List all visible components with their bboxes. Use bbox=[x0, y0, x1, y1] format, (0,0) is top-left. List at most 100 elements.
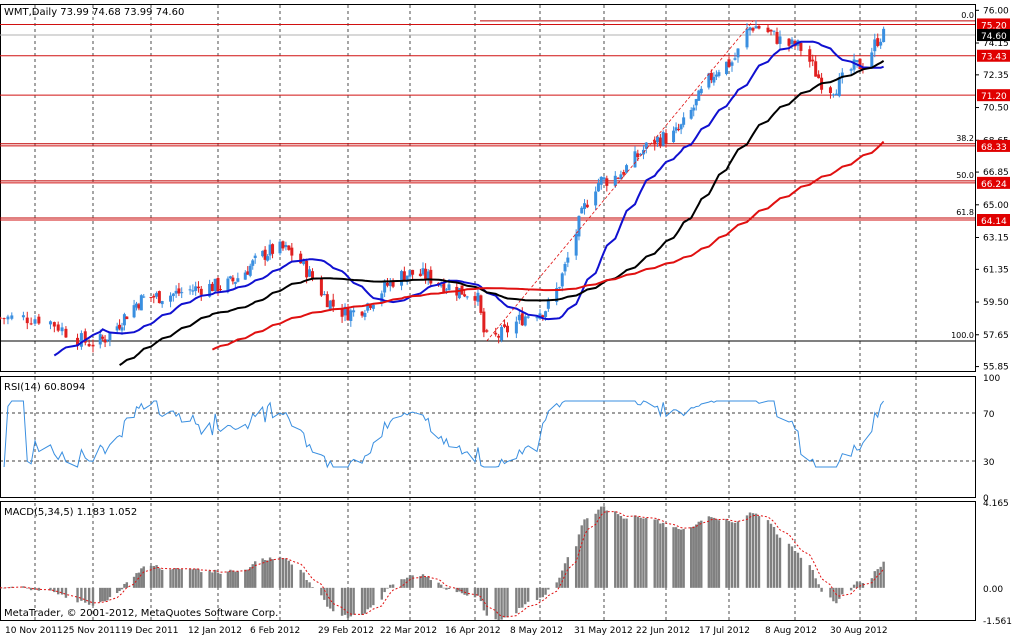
macd-bar bbox=[106, 587, 109, 601]
candle-body bbox=[0, 317, 2, 319]
macd-bar bbox=[160, 569, 164, 588]
price-tick-label: 74.15 bbox=[983, 39, 1009, 49]
candle-body bbox=[778, 36, 782, 44]
macd-bar bbox=[625, 518, 628, 588]
macd-bar bbox=[172, 568, 175, 588]
macd-bar bbox=[389, 584, 392, 588]
macd-bar bbox=[60, 587, 64, 595]
candle-body bbox=[679, 124, 683, 130]
candle-body bbox=[180, 292, 184, 294]
macd-bar bbox=[583, 519, 586, 588]
candle-body bbox=[391, 280, 395, 287]
candle-body bbox=[500, 326, 504, 341]
candle-body bbox=[226, 278, 230, 291]
price-tick-label: 65.00 bbox=[983, 201, 1009, 211]
macd-bar bbox=[838, 587, 841, 599]
rsi-tick-label: 0 bbox=[983, 494, 989, 504]
macd-bar bbox=[494, 587, 497, 620]
candle-body bbox=[160, 301, 164, 305]
macd-bar bbox=[633, 515, 637, 588]
price-tick-label: 66.85 bbox=[983, 168, 1009, 178]
macd-bar bbox=[108, 587, 112, 598]
macd-bar bbox=[261, 558, 264, 588]
candle-body bbox=[101, 336, 105, 339]
macd-bar bbox=[757, 516, 761, 588]
macd-bar bbox=[308, 582, 311, 588]
macd-bar bbox=[329, 587, 332, 609]
macd-bar bbox=[754, 513, 758, 588]
macd-bar bbox=[639, 517, 642, 588]
macd-bar bbox=[506, 587, 509, 618]
candle-body bbox=[424, 268, 428, 280]
macd-bar bbox=[284, 558, 288, 588]
macd-bar bbox=[251, 564, 254, 588]
macd-bar bbox=[879, 566, 882, 588]
candle-body bbox=[787, 38, 791, 46]
x-tick-label: 10 Nov 2011 bbox=[5, 626, 63, 636]
macd-bar bbox=[249, 567, 252, 588]
candle-body bbox=[405, 275, 409, 283]
candle-body bbox=[208, 284, 212, 297]
x-tick-label: 25 Nov 2011 bbox=[63, 626, 121, 636]
macd-bar bbox=[614, 511, 617, 588]
candle-body bbox=[137, 304, 141, 309]
candle-body bbox=[408, 270, 412, 277]
macd-bar bbox=[515, 587, 518, 614]
macd-bar bbox=[692, 526, 695, 588]
macd-bar bbox=[473, 587, 477, 598]
candle-body bbox=[775, 31, 779, 44]
price-tag bbox=[977, 176, 1010, 189]
macd-bar bbox=[91, 587, 95, 606]
candle-body bbox=[514, 321, 518, 334]
macd-bar bbox=[442, 587, 445, 589]
candle-body bbox=[439, 284, 443, 287]
macd-bar bbox=[524, 587, 527, 605]
x-tick-label: 17 Jul 2012 bbox=[699, 626, 750, 636]
candle-body bbox=[465, 296, 469, 298]
candle-body bbox=[188, 289, 192, 291]
macd-bar bbox=[437, 582, 440, 588]
candle-body bbox=[473, 296, 477, 301]
macd-bar bbox=[57, 587, 60, 595]
macd-bar bbox=[118, 587, 121, 592]
macd-bar bbox=[811, 569, 814, 588]
macd-bar bbox=[656, 519, 659, 588]
macd-bar bbox=[80, 587, 83, 601]
candle-body bbox=[790, 39, 794, 45]
candle-body bbox=[421, 268, 425, 275]
candle-body bbox=[402, 271, 406, 281]
macd-bar bbox=[677, 529, 680, 588]
candle-body bbox=[349, 310, 353, 321]
candle-body bbox=[411, 269, 415, 275]
macd-bar bbox=[229, 569, 232, 588]
candle-body bbox=[566, 257, 570, 263]
current-price-label: 74.60 bbox=[981, 32, 1007, 42]
candle-body bbox=[442, 282, 446, 292]
candle-body bbox=[485, 330, 489, 332]
macd-bar bbox=[817, 584, 820, 588]
macd-bar bbox=[10, 586, 13, 588]
candle-body bbox=[311, 271, 315, 280]
macd-bar bbox=[605, 510, 609, 588]
macd-bar bbox=[132, 576, 136, 588]
price-tag-label: 71.20 bbox=[981, 92, 1007, 102]
macd-bar bbox=[391, 584, 395, 588]
candle-body bbox=[444, 289, 448, 291]
candle-body bbox=[122, 314, 126, 326]
candle-body bbox=[60, 327, 64, 332]
macd-bar bbox=[682, 528, 685, 588]
candle-body bbox=[814, 61, 818, 77]
candle-body bbox=[574, 233, 578, 256]
macd-bar bbox=[234, 571, 237, 588]
candle-body bbox=[278, 241, 282, 254]
candle-body bbox=[633, 151, 637, 168]
macd-bar bbox=[236, 571, 240, 588]
macd-bar bbox=[751, 513, 755, 588]
macd-bar bbox=[544, 587, 547, 595]
candle-body bbox=[48, 321, 52, 325]
macd-panel-frame bbox=[0, 501, 976, 621]
x-tick-label: 6 Feb 2012 bbox=[250, 626, 300, 636]
macd-bar bbox=[84, 587, 87, 603]
candle-body bbox=[457, 288, 461, 299]
